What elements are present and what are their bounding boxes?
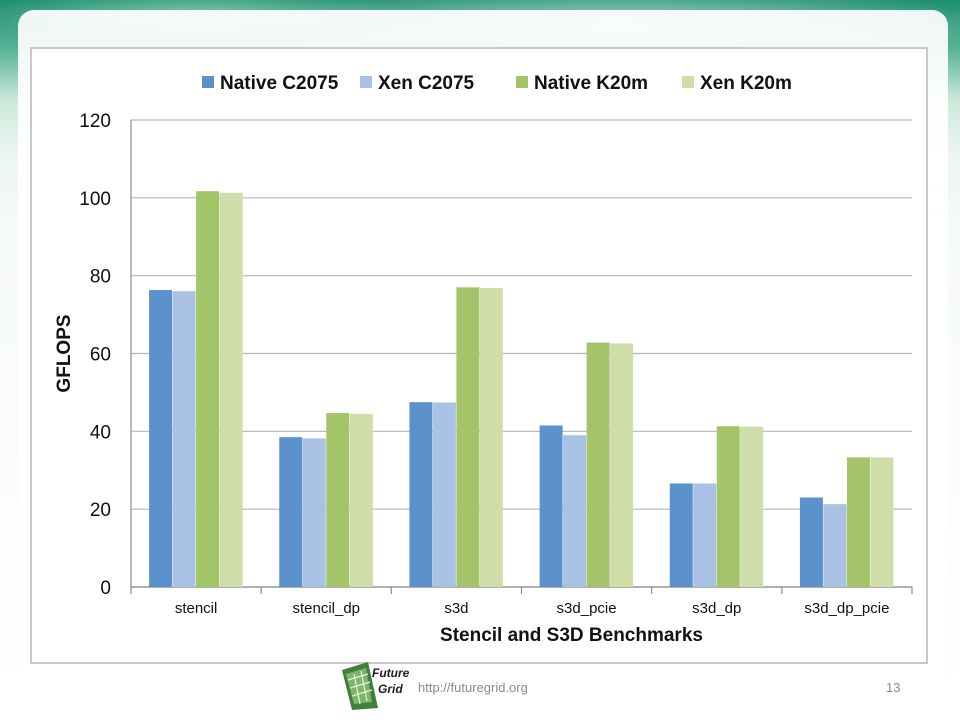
bar-s3d_dp-1: [693, 483, 717, 587]
bar-s3d_pcie-1: [563, 435, 587, 587]
bar-s3d_dp_pcie-1: [823, 504, 847, 587]
bar-stencil-2: [196, 191, 220, 587]
legend-swatch-2: [516, 76, 528, 88]
bar-stencil-3: [219, 192, 243, 587]
bar-s3d-2: [456, 287, 480, 587]
x-axis-title: Stencil and S3D Benchmarks: [440, 625, 703, 646]
legend-swatch-3: [682, 76, 694, 88]
bar-stencil_dp-3: [349, 413, 373, 587]
x-tick-label: s3d_dp: [692, 600, 741, 617]
y-tick-label: 80: [90, 267, 111, 288]
bar-s3d_dp_pcie-2: [846, 457, 870, 587]
legend-label-0: Native C2075: [220, 73, 339, 94]
logo-text-line2: Grid: [378, 682, 403, 696]
y-tick-label: 60: [90, 345, 111, 366]
y-tick-label: 120: [79, 111, 111, 132]
bar-s3d-3: [479, 288, 503, 587]
x-tick-label: stencil: [175, 600, 218, 617]
y-tick-label: 100: [79, 189, 111, 210]
bar-s3d_pcie-3: [610, 343, 634, 587]
bar-s3d_dp-2: [716, 426, 740, 587]
futuregrid-logo-graphic: [342, 662, 378, 710]
bar-s3d-1: [432, 402, 456, 587]
bar-s3d_dp-3: [740, 426, 764, 587]
chart-frame: 0 20 40 60 80 100 120 stencil stencil_dp s3d s3d_p…: [30, 47, 928, 664]
legend-label-1: Xen C2075: [378, 73, 475, 94]
bar-stencil_dp-1: [302, 438, 326, 587]
bar-s3d_dp_pcie-0: [799, 497, 823, 587]
y-tick-label: 20: [90, 500, 111, 521]
x-tick-label: s3d_dp_pcie: [804, 600, 889, 617]
legend-swatch-1: [360, 76, 372, 88]
x-tick-label: stencil_dp: [292, 600, 360, 617]
logo-text-line1: Future: [372, 666, 410, 680]
legend-label-3: Xen K20m: [700, 73, 792, 94]
bar-s3d-0: [409, 402, 433, 587]
bar-chart: 0 20 40 60 80 100 120 stencil stencil_dp s3d s3d_p…: [54, 73, 913, 646]
x-tick-label: s3d: [444, 600, 468, 617]
futuregrid-logo: Future Grid: [338, 660, 414, 712]
footer-url: http://futuregrid.org: [418, 680, 528, 695]
bar-stencil_dp-2: [326, 413, 350, 587]
legend-label-2: Native K20m: [534, 73, 648, 94]
y-tick-label: 40: [90, 422, 111, 443]
bar-s3d_pcie-0: [539, 425, 563, 587]
bar-stencil-0: [149, 290, 173, 587]
bar-s3d_dp_pcie-3: [870, 457, 894, 587]
page-number: 13: [886, 680, 901, 695]
bar-stencil_dp-0: [279, 437, 303, 587]
bar-s3d_pcie-2: [586, 342, 610, 587]
bar-s3d_dp-0: [669, 483, 693, 587]
bar-stencil-1: [172, 291, 196, 587]
y-tick-label: 0: [100, 578, 111, 599]
y-axis-title: GFLOPS: [54, 314, 75, 392]
legend-swatch-0: [202, 76, 214, 88]
x-tick-label: s3d_pcie: [557, 600, 617, 617]
